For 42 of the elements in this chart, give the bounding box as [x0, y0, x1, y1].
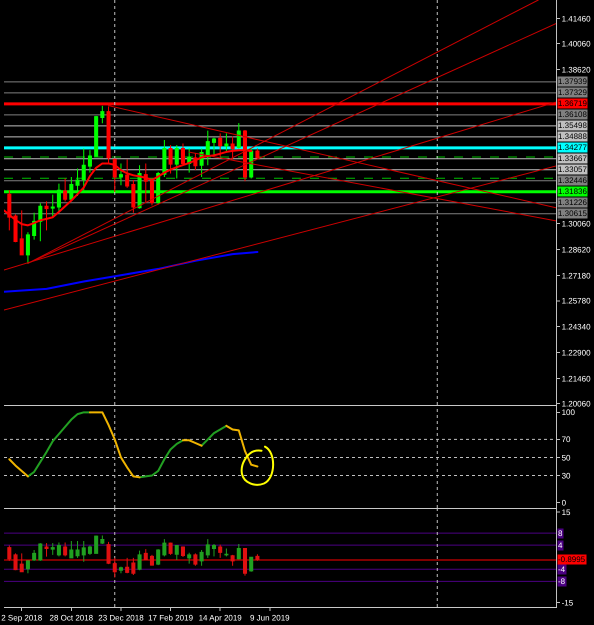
y-tick-label: 0 [562, 498, 567, 508]
ref-line-label: 1.30615 [558, 209, 588, 218]
x-tick-label: 14 Apr 2019 [198, 614, 242, 623]
y-tick-label: 1.24340 [562, 322, 592, 332]
y-tick-label: 15 [562, 508, 572, 517]
y-tick-label: 1.40060 [562, 40, 592, 49]
ref-line-label: 1.36719 [558, 99, 588, 108]
ref-line-label: 1.33667 [558, 154, 588, 163]
x-tick-label: 28 Oct 2018 [50, 614, 94, 623]
ref-line-label: 1.32446 [558, 176, 588, 185]
y-tick-label: 1.30060 [562, 220, 592, 229]
y-tick-label: 1.38620 [562, 65, 592, 74]
y-tick-label: 1.25780 [562, 296, 592, 306]
ref-line-label: 1.31226 [558, 198, 588, 207]
y-tick-label: 1.22900 [562, 348, 592, 358]
ref-line-label: 1.31836 [558, 187, 588, 196]
ref-line-label: 1.37939 [558, 77, 588, 86]
ref-line-label: 1.37329 [558, 88, 588, 97]
ref-line-label: -8 [558, 577, 566, 586]
y-tick-label: 50 [562, 453, 572, 462]
y-tick-label: 1.20060 [562, 400, 592, 409]
y-tick-label: 30 [562, 471, 572, 480]
y-tick-label: -15 [562, 598, 574, 608]
x-tick-label: 23 Dec 2018 [98, 614, 144, 623]
ref-line-label: 1.34277 [558, 143, 588, 152]
y-tick-label: 1.27180 [562, 271, 592, 280]
ref-line-label: -0.8995 [558, 555, 586, 564]
y-tick-label: 1.28620 [562, 245, 592, 254]
ref-line-label: -4 [558, 565, 566, 574]
y-tick-label: 1.21460 [562, 374, 592, 384]
ref-line-label: 1.34888 [558, 132, 588, 141]
y-tick-label: 1.41460 [562, 14, 592, 24]
x-tick-label: 17 Feb 2019 [148, 614, 194, 623]
y-tick-label: 100 [562, 408, 576, 418]
x-tick-label: 2 Sep 2018 [1, 614, 43, 623]
y-tick-label: 70 [562, 435, 572, 444]
ref-line-label: 1.35498 [558, 121, 588, 130]
ref-line-label: 4 [558, 541, 563, 550]
ref-line-label: 1.33057 [558, 165, 588, 174]
ref-line-label: 1.36108 [558, 110, 588, 119]
ref-line-label: 8 [558, 529, 563, 538]
x-tick-label: 9 Jun 2019 [250, 614, 290, 623]
